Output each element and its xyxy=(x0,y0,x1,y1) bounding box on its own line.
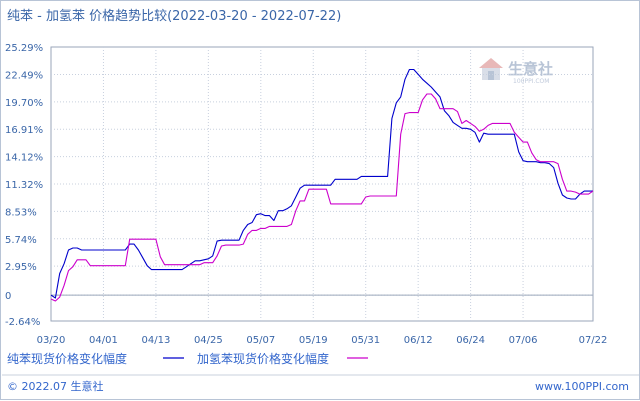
x-tick-label: 07/06 xyxy=(509,335,538,346)
y-tick-label: 25.29% xyxy=(5,43,43,54)
y-tick-label: 5.74% xyxy=(5,235,37,246)
legend-item-pure-benzene: 纯苯现货价格变化幅度 xyxy=(7,351,127,366)
y-tick-label: 2.95% xyxy=(5,262,37,273)
y-tick-label: 0 xyxy=(5,291,11,302)
x-tick-label: 05/07 xyxy=(246,335,275,346)
watermark: 生意社 100PPI.COM xyxy=(479,58,553,85)
footer-copyright: © 2022.07 生意社 xyxy=(7,379,103,393)
chart-grid xyxy=(50,46,594,322)
y-axis-ticks: 25.29% 22.49% 19.70% 16.91% 14.12% 11.32% 8.53… xyxy=(5,43,43,328)
chart-series xyxy=(50,68,594,302)
y-tick-label: 19.70% xyxy=(5,98,43,109)
y-tick-label: 14.12% xyxy=(5,153,43,164)
y-tick-label: 11.32% xyxy=(5,180,43,191)
series-line-pure-benzene xyxy=(50,68,593,299)
footer-site: www.100PPI.com xyxy=(535,380,629,393)
x-tick-label: 04/01 xyxy=(89,335,118,346)
legend: 纯苯现货价格变化幅度 加氢苯现货价格变化幅度 xyxy=(7,351,368,366)
x-tick-label: 03/20 xyxy=(37,335,66,346)
series-line-hydro-benzene xyxy=(50,93,594,302)
y-tick-label: 8.53% xyxy=(5,207,37,218)
chart-title: 纯苯 - 加氢苯 价格趋势比较(2022-03-20 - 2022-07-22) xyxy=(7,8,341,24)
legend-item-hydro-benzene: 加氢苯现货价格变化幅度 xyxy=(197,351,329,366)
x-tick-label: 04/25 xyxy=(194,335,223,346)
x-tick-label: 07/22 xyxy=(579,335,608,346)
watermark-text: 生意社 xyxy=(508,60,553,78)
y-tick-label: 16.91% xyxy=(5,125,43,136)
watermark-sub: 100PPI.COM xyxy=(513,78,549,85)
x-tick-label: 05/19 xyxy=(299,335,328,346)
x-tick-label: 04/13 xyxy=(141,335,170,346)
watermark-house-icon xyxy=(479,58,503,80)
x-tick-label: 06/12 xyxy=(404,335,433,346)
x-tick-label: 05/31 xyxy=(351,335,380,346)
y-tick-label: -2.64% xyxy=(5,317,40,328)
y-tick-label: 22.49% xyxy=(5,70,43,81)
x-axis-ticks: 03/20 04/01 04/13 04/25 05/07 05/19 05/31 06/12… xyxy=(37,335,608,346)
x-tick-label: 06/24 xyxy=(456,335,485,346)
